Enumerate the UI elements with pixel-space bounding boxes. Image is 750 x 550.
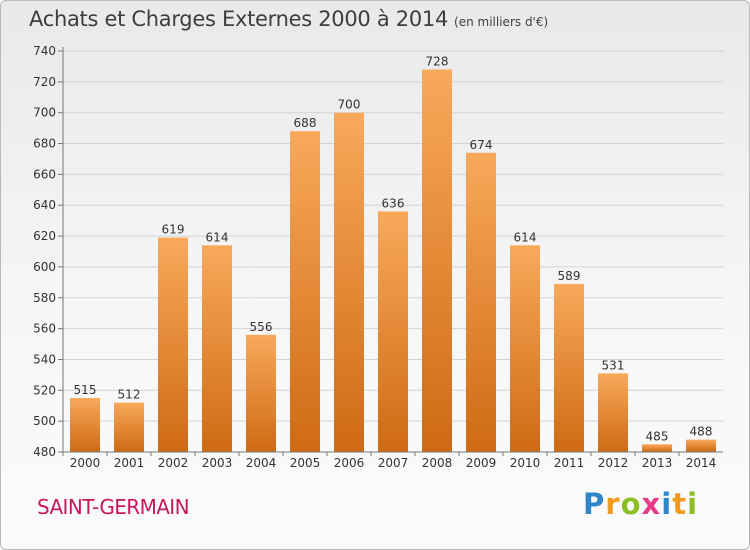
logo-letter: x: [641, 487, 662, 521]
y-tick-label: 600: [33, 260, 56, 274]
bar-value-label: 728: [426, 55, 449, 69]
bar-2008: [422, 69, 452, 452]
x-tick-label: 2011: [554, 456, 585, 470]
bar-value-label: 589: [558, 269, 581, 283]
x-tick-label: 2004: [246, 456, 277, 470]
x-tick-label: 2006: [334, 456, 365, 470]
bars: [70, 69, 716, 453]
logo-letter: t: [672, 487, 688, 521]
logo-letter: i: [687, 487, 699, 521]
x-tick-label: 2008: [422, 456, 453, 470]
x-tick-label: 2007: [378, 456, 409, 470]
bar-value-label: 556: [250, 320, 273, 334]
bar-2010: [510, 245, 540, 452]
bar-2006: [334, 112, 364, 452]
bar-value-label: 488: [690, 425, 713, 439]
x-tick-label: 2001: [114, 456, 145, 470]
x-tick-label: 2010: [510, 456, 541, 470]
y-tick-label: 480: [33, 445, 56, 459]
bar-2014: [686, 439, 716, 452]
y-tick-label: 680: [33, 137, 56, 151]
x-tick-label: 2009: [466, 456, 497, 470]
bar-2007: [378, 211, 408, 452]
y-tick-label: 560: [33, 322, 56, 336]
y-tick-label: 720: [33, 75, 56, 89]
axes: [58, 47, 723, 456]
x-tick-label: 2013: [642, 456, 673, 470]
y-tick-label: 520: [33, 383, 56, 397]
bar-2012: [598, 373, 628, 452]
y-tick-label: 660: [33, 167, 56, 181]
chart-subtitle: (en milliers d'€): [454, 15, 549, 29]
y-tick-label: 500: [33, 414, 56, 428]
x-tick-label: 2002: [158, 456, 189, 470]
bar-value-label: 700: [338, 98, 361, 112]
x-tick-label: 2014: [686, 456, 717, 470]
chart-title: Achats et Charges Externes 2000 à 2014 (e…: [29, 7, 548, 31]
labels: 480 500 520 540 560 580 600 620 640 660 680 700 720 7…: [33, 44, 716, 470]
logo-letter: r: [605, 487, 621, 521]
bar-value-label: 485: [646, 429, 669, 443]
y-tick-label: 700: [33, 106, 56, 120]
title-text: Achats et Charges Externes 2000 à 2014: [29, 7, 449, 31]
bar-2011: [554, 283, 584, 452]
logo-letter: i: [661, 487, 673, 521]
y-tick-label: 740: [33, 44, 56, 58]
logo-letter: o: [620, 487, 642, 521]
proxiti-logo: Proxiti: [583, 487, 698, 521]
bar-2002: [158, 237, 188, 452]
y-tick-label: 580: [33, 291, 56, 305]
y-tick-label: 640: [33, 198, 56, 212]
bar-value-label: 515: [74, 383, 97, 397]
bar-value-label: 674: [470, 138, 493, 152]
logo-letter: P: [583, 487, 606, 521]
bar-2001: [114, 402, 144, 452]
bar-2005: [290, 131, 320, 452]
commune-name: SAINT-GERMAIN: [37, 495, 190, 519]
bar-value-label: 614: [206, 230, 229, 244]
x-tick-label: 2012: [598, 456, 629, 470]
bar-value-label: 688: [294, 116, 317, 130]
bar-value-label: 614: [514, 230, 537, 244]
bar-value-label: 619: [162, 223, 185, 237]
bar-2013: [642, 444, 672, 452]
bar-value-label: 531: [602, 358, 625, 372]
y-tick-label: 620: [33, 229, 56, 243]
bar-2009: [466, 152, 496, 453]
bar-2000: [70, 398, 100, 452]
y-tick-label: 540: [33, 352, 56, 366]
bar-value-label: 636: [382, 196, 405, 210]
x-tick-label: 2003: [202, 456, 233, 470]
x-tick-label: 2005: [290, 456, 321, 470]
x-tick-label: 2000: [70, 456, 101, 470]
bar-value-label: 512: [118, 388, 141, 402]
bar-2003: [202, 245, 232, 452]
bar-2004: [246, 334, 276, 452]
